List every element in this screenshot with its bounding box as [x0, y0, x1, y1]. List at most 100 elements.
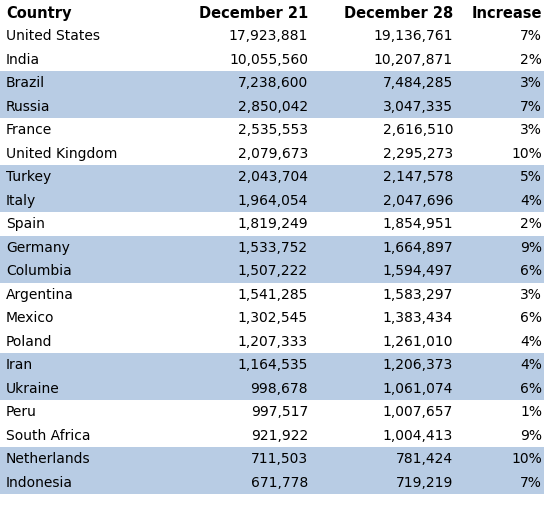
Text: Brazil: Brazil	[6, 76, 45, 90]
Text: 2%: 2%	[520, 53, 542, 67]
Text: 998,678: 998,678	[250, 382, 308, 396]
Text: 1,533,752: 1,533,752	[238, 241, 308, 255]
Text: 6%: 6%	[520, 311, 542, 325]
Text: Turkey: Turkey	[6, 170, 51, 184]
Text: 3%: 3%	[520, 123, 542, 137]
Text: Iran: Iran	[6, 358, 33, 372]
Text: 6%: 6%	[520, 382, 542, 396]
Text: Ukraine: Ukraine	[6, 382, 60, 396]
Text: South Africa: South Africa	[6, 428, 90, 443]
Bar	[0, 423, 544, 447]
Text: 7%: 7%	[520, 100, 542, 114]
Bar	[0, 118, 544, 142]
Text: 6%: 6%	[520, 264, 542, 278]
Text: 2,079,673: 2,079,673	[238, 147, 308, 161]
Bar	[0, 165, 544, 188]
Text: 1,061,074: 1,061,074	[382, 382, 453, 396]
Bar	[0, 47, 544, 71]
Bar	[0, 212, 544, 235]
Text: 719,219: 719,219	[395, 476, 453, 490]
Text: 19,136,761: 19,136,761	[374, 29, 453, 43]
Bar	[0, 259, 544, 283]
Text: 7%: 7%	[520, 476, 542, 490]
Text: 4%: 4%	[520, 335, 542, 349]
Text: 1%: 1%	[520, 405, 542, 419]
Text: India: India	[6, 53, 40, 67]
Bar	[0, 447, 544, 471]
Text: December 28: December 28	[344, 6, 453, 21]
Text: 4%: 4%	[520, 194, 542, 208]
Text: 1,383,434: 1,383,434	[383, 311, 453, 325]
Text: 3,047,335: 3,047,335	[383, 100, 453, 114]
Bar	[0, 376, 544, 400]
Text: Argentina: Argentina	[6, 288, 74, 302]
Text: 9%: 9%	[520, 428, 542, 443]
Text: 3%: 3%	[520, 288, 542, 302]
Text: 1,302,545: 1,302,545	[238, 311, 308, 325]
Text: Columbia: Columbia	[6, 264, 72, 278]
Bar	[0, 235, 544, 259]
Text: 10,207,871: 10,207,871	[374, 53, 453, 67]
Text: United Kingdom: United Kingdom	[6, 147, 118, 161]
Text: 2%: 2%	[520, 217, 542, 231]
Text: 10%: 10%	[511, 147, 542, 161]
Text: 9%: 9%	[520, 241, 542, 255]
Bar	[0, 471, 544, 494]
Text: 1,004,413: 1,004,413	[383, 428, 453, 443]
Text: Country: Country	[6, 6, 71, 21]
Bar	[0, 0, 544, 24]
Text: 10%: 10%	[511, 452, 542, 466]
Text: 711,503: 711,503	[251, 452, 308, 466]
Text: 2,147,578: 2,147,578	[383, 170, 453, 184]
Text: Poland: Poland	[6, 335, 53, 349]
Text: 2,047,696: 2,047,696	[382, 194, 453, 208]
Bar	[0, 142, 544, 165]
Text: 671,778: 671,778	[251, 476, 308, 490]
Text: 781,424: 781,424	[396, 452, 453, 466]
Text: 1,207,333: 1,207,333	[238, 335, 308, 349]
Text: 5%: 5%	[520, 170, 542, 184]
Text: 2,295,273: 2,295,273	[383, 147, 453, 161]
Text: Russia: Russia	[6, 100, 51, 114]
Bar	[0, 330, 544, 353]
Text: 2,043,704: 2,043,704	[238, 170, 308, 184]
Text: 7,484,285: 7,484,285	[383, 76, 453, 90]
Text: 2,616,510: 2,616,510	[382, 123, 453, 137]
Text: 1,007,657: 1,007,657	[383, 405, 453, 419]
Text: Italy: Italy	[6, 194, 36, 208]
Text: Peru: Peru	[6, 405, 37, 419]
Text: 4%: 4%	[520, 358, 542, 372]
Bar	[0, 71, 544, 94]
Text: Increase: Increase	[472, 6, 542, 21]
Bar	[0, 24, 544, 47]
Text: 17,923,881: 17,923,881	[228, 29, 308, 43]
Text: 10,055,560: 10,055,560	[229, 53, 308, 67]
Text: 1,164,535: 1,164,535	[238, 358, 308, 372]
Text: Spain: Spain	[6, 217, 45, 231]
Text: 3%: 3%	[520, 76, 542, 90]
Text: 1,819,249: 1,819,249	[237, 217, 308, 231]
Text: Mexico: Mexico	[6, 311, 54, 325]
Bar	[0, 353, 544, 376]
Bar	[0, 400, 544, 423]
Text: 1,507,222: 1,507,222	[238, 264, 308, 278]
Text: 997,517: 997,517	[251, 405, 308, 419]
Text: 1,541,285: 1,541,285	[238, 288, 308, 302]
Bar	[0, 306, 544, 330]
Text: 1,583,297: 1,583,297	[382, 288, 453, 302]
Text: December 21: December 21	[199, 6, 308, 21]
Text: France: France	[6, 123, 52, 137]
Text: 2,535,553: 2,535,553	[238, 123, 308, 137]
Bar	[0, 94, 544, 118]
Text: 1,964,054: 1,964,054	[238, 194, 308, 208]
Text: Germany: Germany	[6, 241, 70, 255]
Text: 1,594,497: 1,594,497	[382, 264, 453, 278]
Bar	[0, 283, 544, 306]
Text: Netherlands: Netherlands	[6, 452, 91, 466]
Text: 1,664,897: 1,664,897	[382, 241, 453, 255]
Text: United States: United States	[6, 29, 100, 43]
Text: 1,206,373: 1,206,373	[383, 358, 453, 372]
Bar	[0, 188, 544, 212]
Text: 7,238,600: 7,238,600	[238, 76, 308, 90]
Text: 921,922: 921,922	[251, 428, 308, 443]
